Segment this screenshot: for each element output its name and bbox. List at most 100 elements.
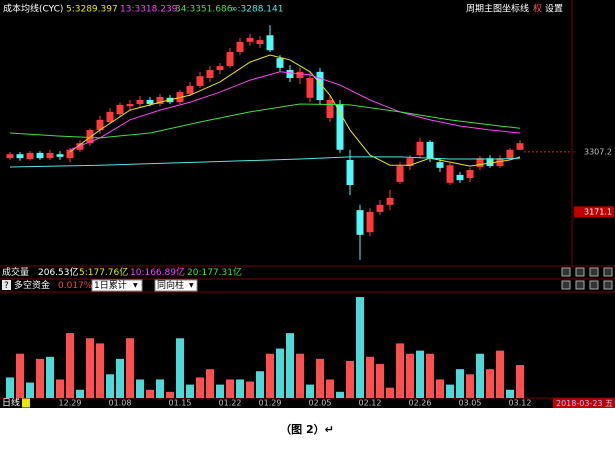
dropdown-text[interactable]: 同向柱 (157, 279, 184, 291)
candle-body (146, 100, 154, 104)
candle-body (496, 158, 504, 167)
candle-body (96, 119, 104, 130)
bar (176, 338, 184, 398)
panel-icon[interactable] (589, 267, 599, 277)
candle-body (286, 70, 294, 78)
ma-line (69, 71, 521, 151)
bar (296, 353, 304, 398)
bar (66, 333, 74, 398)
candle-body (76, 143, 84, 150)
legend-entry: 13:3318.239 (120, 5, 178, 15)
bar (506, 389, 514, 398)
candle-body (316, 71, 324, 101)
candle-body (206, 70, 214, 78)
indicator-name: 成本均线(CYC) (3, 3, 63, 15)
bar (396, 343, 404, 398)
bar (86, 338, 94, 398)
panel-icon[interactable] (603, 267, 613, 277)
candle-body (396, 166, 404, 182)
bar (6, 377, 14, 398)
bar (106, 374, 114, 398)
candle-body (506, 149, 514, 159)
candle-body (236, 41, 244, 52)
bar (436, 379, 444, 398)
bar (366, 356, 374, 398)
candle-body (126, 103, 134, 107)
bar (186, 384, 194, 398)
x-tick-label: 02.12 (359, 399, 382, 408)
dropdown-text[interactable]: 1日累计 (94, 279, 127, 291)
candle-body (456, 174, 464, 181)
bar (326, 379, 334, 398)
x-tick-label: 03.12 (509, 399, 532, 408)
bar (486, 369, 494, 398)
candle-body (376, 204, 384, 212)
bar (316, 358, 324, 398)
help-icon[interactable] (2, 280, 11, 290)
bar (146, 389, 154, 398)
panel-icon[interactable] (589, 280, 599, 290)
menu-item[interactable]: 坐标线 (502, 3, 529, 15)
menu-item[interactable]: 权 (533, 3, 542, 15)
period-icon[interactable] (22, 398, 30, 408)
candle-body (136, 100, 144, 104)
bar (476, 353, 484, 398)
bar (286, 333, 294, 398)
candle-body (186, 85, 194, 94)
bar (456, 369, 464, 398)
bar (196, 377, 204, 398)
bar (446, 384, 454, 398)
bar (116, 358, 124, 398)
menu-item[interactable]: 主图 (484, 3, 502, 15)
bar (466, 374, 474, 398)
panel-icon[interactable] (561, 280, 571, 290)
x-tick-label: 01.22 (219, 399, 242, 408)
bar (516, 365, 524, 398)
candle-body (346, 159, 354, 186)
bar (16, 353, 24, 398)
caption: （图 2）↵ (280, 423, 334, 436)
bar (126, 338, 134, 398)
menu-item[interactable]: 设置 (545, 4, 563, 15)
bar (96, 343, 104, 398)
volume-ma: 10:166.89亿 (130, 266, 185, 278)
candle-body (336, 103, 344, 150)
dropdown[interactable] (91, 279, 143, 292)
price-label: 3307.2 (584, 147, 612, 156)
cursor-date-box (553, 398, 615, 408)
candle-body (246, 37, 254, 42)
period-label[interactable]: 日线 (2, 397, 20, 409)
dropdown-arrow: ▼ (189, 282, 194, 289)
x-tick-label: 01.08 (109, 399, 132, 408)
panel-icon[interactable] (575, 280, 585, 290)
bar (406, 353, 414, 398)
candle-body (476, 158, 484, 167)
menu-item[interactable]: 周期 (466, 4, 484, 15)
legend-entry: 5:3289.397 (66, 5, 118, 15)
candle-body (26, 152, 34, 160)
bar (46, 356, 54, 398)
chart-background (0, 0, 615, 408)
bar (166, 391, 174, 398)
bar (246, 381, 254, 398)
panel-icon[interactable] (561, 267, 571, 277)
dropdown[interactable] (154, 279, 198, 292)
help-mark: ? (4, 281, 9, 291)
candle-body (196, 76, 204, 86)
panel-title: 多空资金 (14, 279, 50, 291)
bar (136, 379, 144, 398)
candle-body (86, 129, 94, 144)
cursor-date: 2018-03-23 五 (556, 399, 613, 408)
panel-icon[interactable] (575, 267, 585, 277)
candle-body (266, 35, 274, 51)
candle-body (366, 211, 374, 233)
bar (386, 387, 394, 398)
bar (426, 353, 434, 398)
panel-icon[interactable] (603, 280, 613, 290)
candle-body (486, 158, 494, 167)
candle-body (66, 149, 74, 159)
candle-body (276, 58, 284, 68)
candle-body (306, 77, 314, 98)
